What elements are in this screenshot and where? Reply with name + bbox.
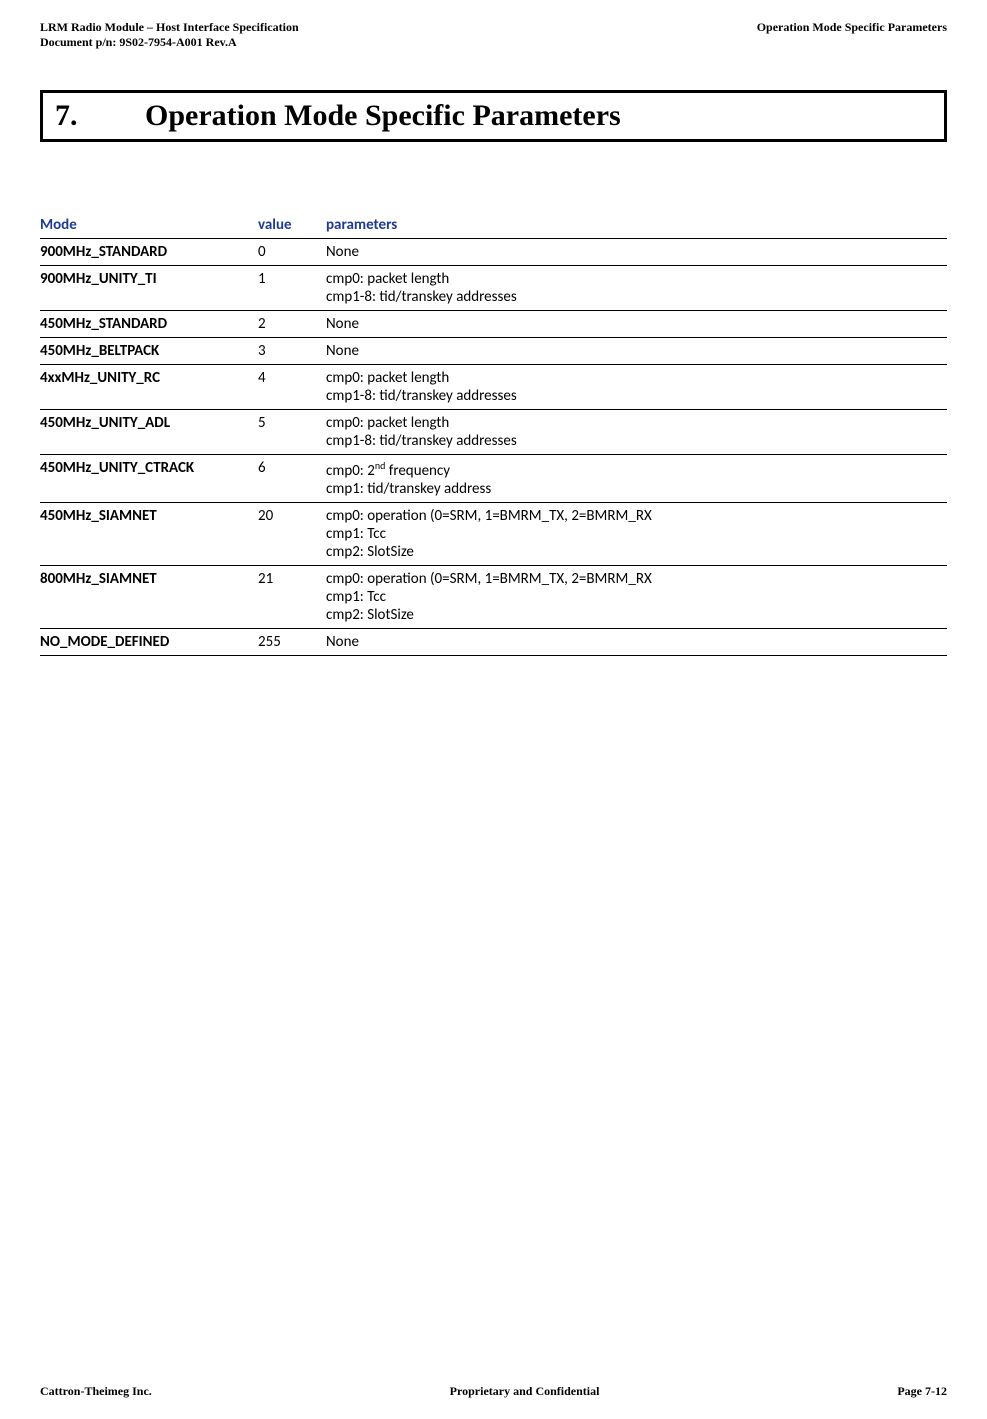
- table-header-row: Mode value parameters: [40, 212, 947, 239]
- table-row: NO_MODE_DEFINED255None: [40, 629, 947, 656]
- table-row: 900MHz_UNITY_TI1cmp0: packet lengthcmp1-…: [40, 266, 947, 311]
- cell-mode: 450MHz_STANDARD: [40, 311, 258, 338]
- page-container: LRM Radio Module – Host Interface Specif…: [0, 0, 987, 1419]
- table-row: 450MHz_STANDARD2None: [40, 311, 947, 338]
- header-left-block: LRM Radio Module – Host Interface Specif…: [40, 20, 299, 50]
- cell-mode: 4xxMHz_UNITY_RC: [40, 365, 258, 410]
- cell-parameters: cmp0: operation (0=SRM, 1=BMRM_TX, 2=BMR…: [326, 566, 947, 629]
- cell-value: 5: [258, 410, 326, 455]
- superscript: nd: [375, 459, 386, 472]
- cell-mode: 450MHz_UNITY_CTRACK: [40, 455, 258, 503]
- cell-parameters: cmp0: packet lengthcmp1-8: tid/transkey …: [326, 266, 947, 311]
- section-title: Operation Mode Specific Parameters: [145, 99, 621, 133]
- footer-company: Cattron-Theimeg Inc.: [40, 1384, 152, 1399]
- table-row: 800MHz_SIAMNET21cmp0: operation (0=SRM, …: [40, 566, 947, 629]
- table-row: 4xxMHz_UNITY_RC4cmp0: packet lengthcmp1-…: [40, 365, 947, 410]
- table-row: 450MHz_UNITY_ADL5cmp0: packet lengthcmp1…: [40, 410, 947, 455]
- cell-parameters: cmp0: packet lengthcmp1-8: tid/transkey …: [326, 410, 947, 455]
- col-header-parameters: parameters: [326, 212, 947, 239]
- table-row: 900MHz_STANDARD0None: [40, 239, 947, 266]
- cell-value: 2: [258, 311, 326, 338]
- table-row: 450MHz_BELTPACK3None: [40, 338, 947, 365]
- cell-mode: NO_MODE_DEFINED: [40, 629, 258, 656]
- cell-value: 21: [258, 566, 326, 629]
- footer-confidential: Proprietary and Confidential: [450, 1384, 600, 1399]
- header-right-block: Operation Mode Specific Parameters: [757, 20, 947, 50]
- page-footer: Cattron-Theimeg Inc. Proprietary and Con…: [40, 1384, 947, 1399]
- doc-title: LRM Radio Module – Host Interface Specif…: [40, 20, 299, 35]
- cell-value: 1: [258, 266, 326, 311]
- table-row: 450MHz_UNITY_CTRACK6cmp0: 2nd frequencyc…: [40, 455, 947, 503]
- cell-mode: 900MHz_UNITY_TI: [40, 266, 258, 311]
- doc-pn: Document p/n: 9S02-7954-A001 Rev.A: [40, 35, 299, 50]
- cell-value: 6: [258, 455, 326, 503]
- col-header-mode: Mode: [40, 212, 258, 239]
- cell-mode: 450MHz_SIAMNET: [40, 503, 258, 566]
- cell-parameters: cmp0: 2nd frequencycmp1: tid/transkey ad…: [326, 455, 947, 503]
- cell-mode: 900MHz_STANDARD: [40, 239, 258, 266]
- cell-value: 255: [258, 629, 326, 656]
- cell-mode: 450MHz_BELTPACK: [40, 338, 258, 365]
- cell-value: 20: [258, 503, 326, 566]
- col-header-value: value: [258, 212, 326, 239]
- table-row: 450MHz_SIAMNET20cmp0: operation (0=SRM, …: [40, 503, 947, 566]
- modes-table: Mode value parameters 900MHz_STANDARD0No…: [40, 212, 947, 656]
- cell-parameters: None: [326, 239, 947, 266]
- cell-mode: 450MHz_UNITY_ADL: [40, 410, 258, 455]
- page-header: LRM Radio Module – Host Interface Specif…: [40, 20, 947, 50]
- section-number: 7.: [55, 99, 145, 133]
- footer-page-number: Page 7-12: [897, 1384, 947, 1399]
- section-heading: 7. Operation Mode Specific Parameters: [40, 90, 947, 142]
- cell-parameters: cmp0: operation (0=SRM, 1=BMRM_TX, 2=BMR…: [326, 503, 947, 566]
- cell-parameters: cmp0: packet lengthcmp1-8: tid/transkey …: [326, 365, 947, 410]
- cell-value: 3: [258, 338, 326, 365]
- cell-value: 4: [258, 365, 326, 410]
- cell-value: 0: [258, 239, 326, 266]
- cell-parameters: None: [326, 338, 947, 365]
- cell-mode: 800MHz_SIAMNET: [40, 566, 258, 629]
- cell-parameters: None: [326, 629, 947, 656]
- cell-parameters: None: [326, 311, 947, 338]
